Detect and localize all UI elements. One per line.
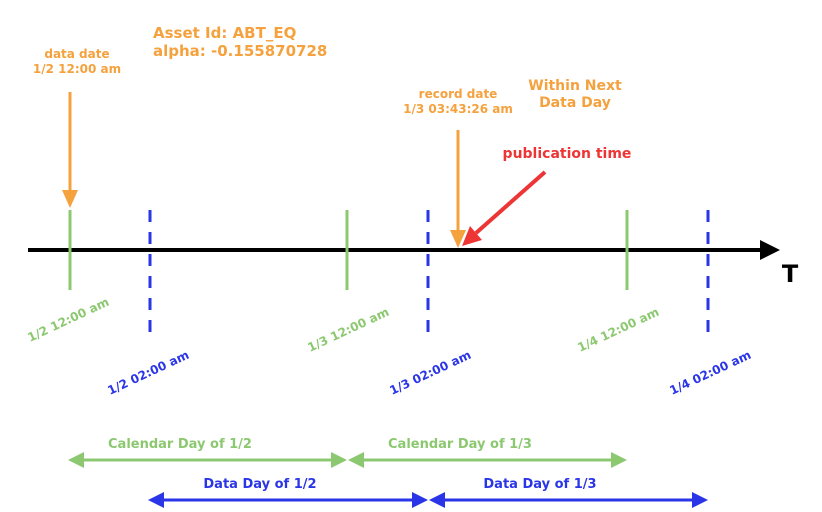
- record-date-arrowhead: [450, 230, 466, 248]
- calendar-day-span-1-2-left-head: [68, 452, 84, 468]
- calendar-tick-label-1-4: 1/4 12:00 am: [575, 305, 661, 355]
- data-day-span-1-3-left-head: [429, 492, 445, 508]
- publication-time-label: publication time: [503, 146, 632, 162]
- calendar-tick-label-1-3: 1/3 12:00 am: [305, 305, 391, 355]
- record-date-value: 1/3 03:43:26 am: [403, 102, 513, 116]
- record-date-title: record date: [419, 87, 498, 101]
- calendar-day-span-1-2-right-head: [331, 452, 347, 468]
- data-tick-label-1-3: 1/3 02:00 am: [387, 348, 473, 398]
- calendar-day-span-1-3-right-head: [611, 452, 627, 468]
- within-next-line1: Within Next: [528, 78, 622, 94]
- publication-time-arrowhead: [462, 226, 482, 246]
- alpha-label: alpha: -0.155870728: [153, 42, 327, 60]
- calendar-tick-label-1-2: 1/2 12:00 am: [25, 295, 111, 345]
- data-date-title: data date: [44, 47, 109, 61]
- data-date-arrowhead: [62, 190, 78, 208]
- data-day-span-1-2-left-head: [148, 492, 164, 508]
- data-day-span-1-2-right-head: [412, 492, 428, 508]
- publication-time-arrow: [474, 170, 547, 235]
- asset-id-label: Asset Id: ABT_EQ: [153, 24, 296, 42]
- data-date-value: 1/2 12:00 am: [33, 62, 121, 76]
- calendar-day-label-1-3: Calendar Day of 1/3: [388, 437, 532, 452]
- within-next-line2: Data Day: [539, 95, 611, 111]
- data-tick-label-1-4: 1/4 02:00 am: [667, 348, 753, 398]
- calendar-day-span-1-3-left-head: [348, 452, 364, 468]
- data-day-label-1-2: Data Day of 1/2: [203, 477, 316, 492]
- data-tick-label-1-2: 1/2 02:00 am: [105, 348, 191, 398]
- time-axis-arrowhead: [760, 240, 780, 260]
- data-day-label-1-3: Data Day of 1/3: [483, 477, 596, 492]
- data-day-span-1-3-right-head: [692, 492, 708, 508]
- calendar-day-label-1-2: Calendar Day of 1/2: [108, 437, 252, 452]
- axis-label-t: T: [782, 260, 799, 288]
